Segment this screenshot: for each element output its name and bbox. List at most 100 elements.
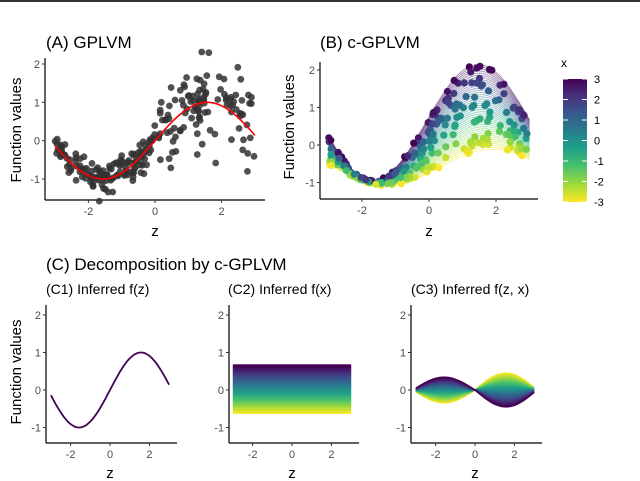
data-point: [420, 145, 428, 153]
data-point: [76, 162, 84, 170]
data-point: [473, 79, 481, 87]
data-point: [500, 90, 508, 98]
data-point: [187, 98, 195, 105]
data-point: [188, 114, 196, 122]
panel-c3-y-tick-label: 1: [400, 348, 406, 360]
panel-c2-xlabel: z: [288, 465, 296, 481]
data-point: [237, 110, 245, 118]
data-point: [157, 156, 164, 164]
data-point: [196, 113, 203, 121]
panel-b-y-tick-label: 0: [309, 140, 315, 152]
data-point: [476, 115, 484, 123]
data-point: [96, 168, 104, 176]
data-point: [137, 169, 145, 177]
data-point: [372, 180, 380, 188]
data-point: [357, 173, 365, 182]
data-point: [229, 101, 237, 109]
panel-a-y-tick-label: 0: [34, 136, 40, 148]
data-point: [453, 113, 461, 121]
data-point: [460, 79, 468, 87]
panel-c2-x-tick-label: 2: [328, 449, 334, 461]
data-point: [397, 174, 405, 182]
data-point: [510, 121, 518, 129]
panel-c1-line: [50, 351, 170, 429]
data-point: [451, 122, 459, 131]
data-point: [414, 134, 422, 142]
data-point: [442, 153, 450, 162]
data-point: [184, 92, 192, 100]
data-point: [196, 86, 204, 94]
data-point: [212, 159, 220, 167]
data-point: [400, 167, 408, 175]
data-point: [240, 136, 247, 144]
data-point: [244, 168, 251, 175]
data-point: [217, 86, 225, 93]
data-point: [172, 148, 180, 155]
data-point: [88, 160, 96, 167]
panel-b-x-tick-label: 0: [426, 205, 432, 217]
data-point: [109, 188, 117, 196]
panel-a-y-tick-label: 1: [34, 97, 40, 109]
data-point: [470, 118, 478, 126]
data-point: [327, 151, 335, 159]
panel-c2-title: (C2) Inferred f(x): [228, 281, 331, 297]
data-point: [500, 80, 508, 88]
top-border: [0, 0, 640, 2]
data-point: [139, 138, 147, 146]
data-point: [211, 130, 219, 138]
data-point: [442, 143, 450, 151]
panel-c1-x-tick-label: 0: [107, 449, 113, 461]
data-point: [440, 131, 448, 139]
data-point: [503, 146, 511, 154]
data-point: [520, 111, 528, 120]
data-point: [462, 93, 470, 101]
panel-a-ylabel: Function values: [8, 77, 25, 182]
data-point: [103, 171, 111, 179]
data-point: [181, 83, 189, 91]
panel-c3-x-tick-label: 2: [511, 449, 517, 461]
panel-c3-xlabel: z: [471, 465, 479, 481]
colorbar-tick-label: -2: [594, 177, 604, 189]
colorbar-tick-label: 3: [594, 74, 600, 86]
data-point: [170, 124, 178, 132]
data-point: [523, 130, 531, 138]
data-point: [72, 150, 80, 158]
data-point: [495, 127, 504, 135]
data-point: [167, 164, 175, 172]
data-point: [429, 130, 437, 138]
panel-c2-axes: -1 0 1 2 -2 0 2: [214, 305, 360, 461]
data-point: [198, 140, 206, 148]
panel-c3-x-tick-label: -2: [431, 449, 441, 461]
data-point: [166, 102, 173, 110]
data-point: [89, 180, 97, 188]
data-point: [110, 160, 118, 168]
data-point: [72, 176, 80, 184]
panel-c1-y-tick-label: 2: [35, 310, 41, 322]
data-point: [157, 98, 165, 106]
data-point: [419, 138, 427, 146]
legend-title: x: [561, 56, 567, 70]
data-point: [195, 95, 203, 103]
data-point: [444, 99, 452, 107]
data-point: [53, 140, 61, 148]
panel-b-x-tick-label: 2: [493, 205, 499, 217]
panel-c2-y-tick-label: -1: [214, 423, 224, 435]
panel-a-title: (A) GPLVM: [46, 33, 132, 52]
panel-b-y-tick-label: 2: [309, 65, 315, 77]
panel-c1-ylabel: Function values: [8, 319, 25, 424]
panel-c1-y-tick-label: 0: [35, 385, 41, 397]
data-point: [327, 136, 335, 144]
panel-b-y-tick-label: -1: [305, 178, 315, 190]
data-point: [473, 64, 481, 72]
data-point: [134, 161, 142, 169]
data-point: [434, 149, 442, 157]
data-point: [481, 102, 489, 110]
data-point: [506, 138, 514, 146]
panel-c1-title: (C1) Inferred f(z): [46, 281, 149, 297]
colorbar-tick-label: 2: [594, 95, 600, 107]
panel-b-title: (B) c-GPLVM: [320, 33, 420, 52]
data-point: [247, 100, 255, 107]
data-point: [193, 130, 201, 138]
data-point: [243, 121, 251, 129]
